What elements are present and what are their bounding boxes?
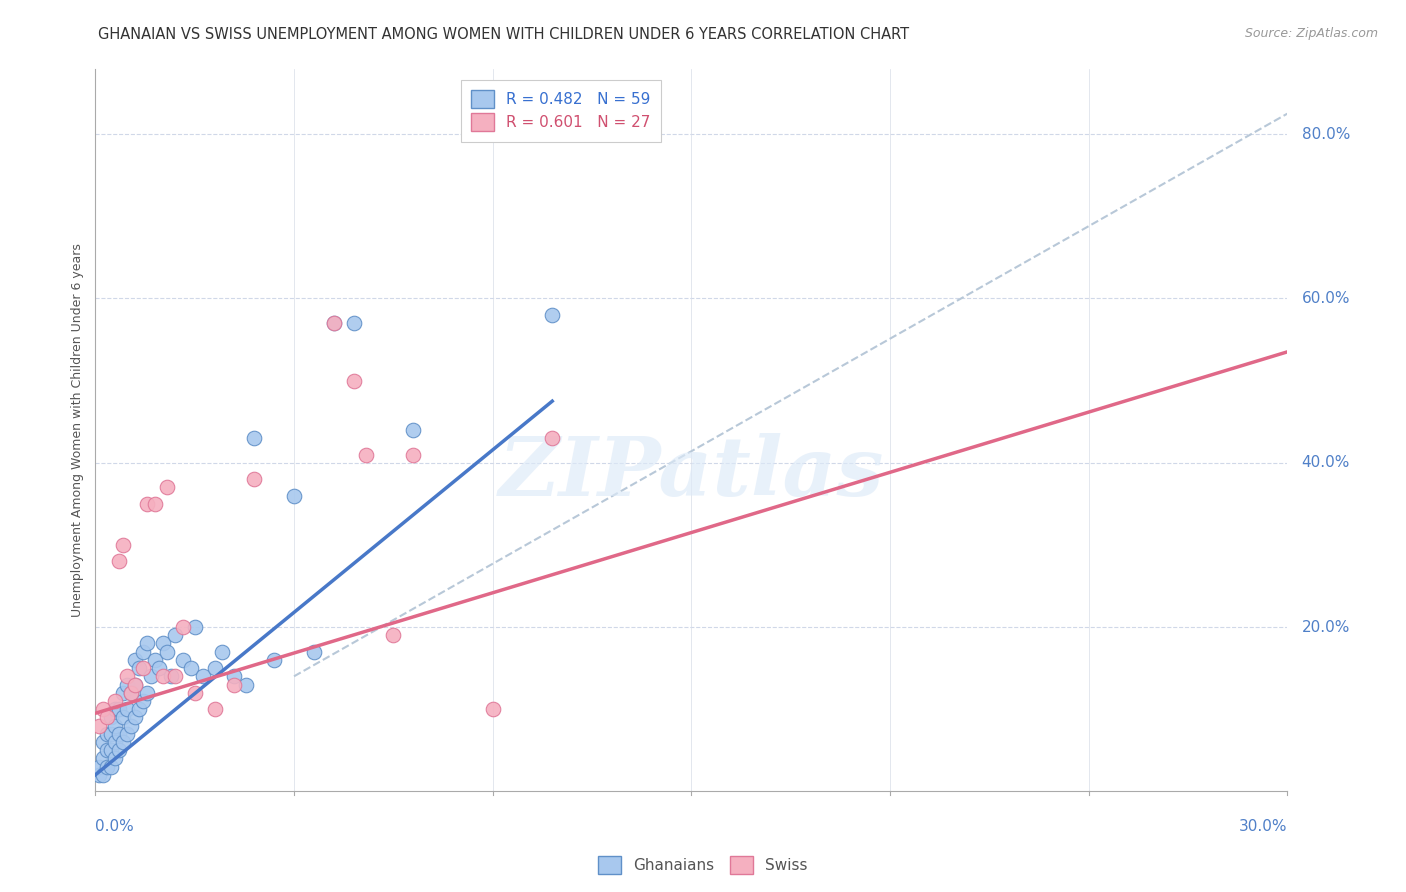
Point bbox=[108, 743, 131, 757]
Point bbox=[541, 308, 564, 322]
Point bbox=[183, 686, 205, 700]
Text: 30.0%: 30.0% bbox=[1239, 819, 1288, 834]
Text: 40.0%: 40.0% bbox=[1302, 455, 1350, 470]
Point bbox=[541, 431, 564, 445]
Point bbox=[96, 727, 118, 741]
Point bbox=[160, 669, 183, 683]
Point bbox=[152, 669, 174, 683]
Point bbox=[120, 686, 142, 700]
Point bbox=[148, 661, 170, 675]
Point bbox=[342, 374, 364, 388]
Point bbox=[342, 316, 364, 330]
Point bbox=[224, 677, 246, 691]
Point bbox=[132, 645, 155, 659]
Point bbox=[91, 702, 114, 716]
Point bbox=[172, 653, 194, 667]
Point bbox=[132, 694, 155, 708]
Point bbox=[136, 686, 159, 700]
Point bbox=[91, 768, 114, 782]
Legend: R = 0.482   N = 59, R = 0.601   N = 27: R = 0.482 N = 59, R = 0.601 N = 27 bbox=[461, 79, 661, 142]
Point bbox=[156, 480, 179, 494]
Point bbox=[108, 727, 131, 741]
Point bbox=[128, 661, 150, 675]
Point bbox=[136, 497, 159, 511]
Point bbox=[96, 710, 118, 724]
Point bbox=[481, 702, 503, 716]
Point bbox=[243, 431, 266, 445]
Point bbox=[163, 669, 186, 683]
Point bbox=[120, 686, 142, 700]
Point bbox=[235, 677, 257, 691]
Point bbox=[156, 645, 179, 659]
Point bbox=[402, 423, 425, 437]
Point bbox=[115, 702, 138, 716]
Point bbox=[115, 669, 138, 683]
Point bbox=[89, 718, 111, 732]
Point bbox=[108, 702, 131, 716]
Point bbox=[204, 661, 226, 675]
Point bbox=[136, 636, 159, 650]
Point bbox=[100, 710, 122, 724]
Point bbox=[120, 718, 142, 732]
Point bbox=[224, 669, 246, 683]
Point bbox=[89, 768, 111, 782]
Text: ZIPatlas: ZIPatlas bbox=[499, 434, 884, 513]
Point bbox=[115, 727, 138, 741]
Point bbox=[112, 686, 135, 700]
Point bbox=[108, 554, 131, 568]
Point bbox=[354, 448, 377, 462]
Text: Source: ZipAtlas.com: Source: ZipAtlas.com bbox=[1244, 27, 1378, 40]
Point bbox=[183, 620, 205, 634]
Point bbox=[211, 645, 233, 659]
Point bbox=[243, 472, 266, 486]
Point bbox=[104, 735, 127, 749]
Y-axis label: Unemployment Among Women with Children Under 6 years: Unemployment Among Women with Children U… bbox=[72, 243, 84, 617]
Text: GHANAIAN VS SWISS UNEMPLOYMENT AMONG WOMEN WITH CHILDREN UNDER 6 YEARS CORRELATI: GHANAIAN VS SWISS UNEMPLOYMENT AMONG WOM… bbox=[98, 27, 910, 42]
Point bbox=[104, 694, 127, 708]
Point bbox=[100, 727, 122, 741]
Text: 0.0%: 0.0% bbox=[96, 819, 134, 834]
Point bbox=[180, 661, 202, 675]
Point bbox=[112, 538, 135, 552]
Point bbox=[139, 669, 162, 683]
Point bbox=[204, 702, 226, 716]
Point bbox=[89, 759, 111, 773]
Point bbox=[128, 702, 150, 716]
Point bbox=[302, 645, 325, 659]
Point bbox=[283, 489, 305, 503]
Text: 20.0%: 20.0% bbox=[1302, 620, 1350, 634]
Text: 80.0%: 80.0% bbox=[1302, 127, 1350, 142]
Point bbox=[172, 620, 194, 634]
Point bbox=[124, 653, 146, 667]
Point bbox=[96, 743, 118, 757]
Text: 60.0%: 60.0% bbox=[1302, 291, 1350, 306]
Legend: Ghanaians, Swiss: Ghanaians, Swiss bbox=[592, 850, 814, 880]
Point bbox=[322, 316, 344, 330]
Point bbox=[100, 743, 122, 757]
Point bbox=[152, 636, 174, 650]
Point bbox=[104, 702, 127, 716]
Point bbox=[115, 677, 138, 691]
Point bbox=[382, 628, 405, 642]
Point bbox=[124, 677, 146, 691]
Point bbox=[143, 497, 166, 511]
Point bbox=[112, 735, 135, 749]
Point bbox=[104, 751, 127, 765]
Point bbox=[191, 669, 214, 683]
Point bbox=[143, 653, 166, 667]
Point bbox=[322, 316, 344, 330]
Point bbox=[96, 759, 118, 773]
Point bbox=[163, 628, 186, 642]
Point bbox=[263, 653, 285, 667]
Point bbox=[124, 677, 146, 691]
Point bbox=[132, 661, 155, 675]
Point bbox=[104, 718, 127, 732]
Point bbox=[100, 759, 122, 773]
Point bbox=[91, 735, 114, 749]
Point bbox=[112, 710, 135, 724]
Point bbox=[402, 448, 425, 462]
Point bbox=[124, 710, 146, 724]
Point bbox=[91, 751, 114, 765]
